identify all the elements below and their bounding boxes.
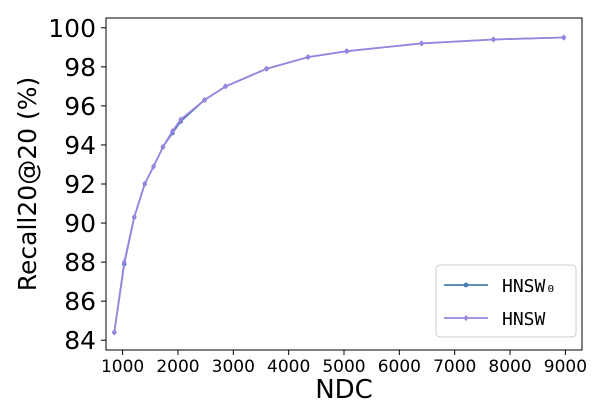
data-point bbox=[160, 143, 166, 151]
x-tick-label: 7000 bbox=[433, 357, 476, 377]
y-tick-label: 100 bbox=[48, 14, 96, 43]
x-tick-label: 2000 bbox=[156, 357, 199, 377]
data-point bbox=[344, 48, 350, 55]
x-tick-label: 1000 bbox=[101, 357, 144, 377]
data-point bbox=[305, 53, 311, 61]
data-point bbox=[561, 34, 567, 41]
y-axis-title: Recall20@20 (%) bbox=[13, 77, 42, 291]
y-tick-label: 84 bbox=[64, 326, 96, 355]
data-point bbox=[111, 329, 117, 336]
data-point bbox=[223, 83, 228, 90]
data-point bbox=[491, 36, 496, 43]
y-tick-label: 86 bbox=[64, 287, 96, 316]
legend-entry: HNSW bbox=[444, 309, 546, 330]
x-tick-label: 4000 bbox=[267, 357, 310, 377]
x-axis-title: NDC bbox=[315, 375, 373, 405]
legend-marker bbox=[463, 314, 469, 322]
y-tick-label: 94 bbox=[64, 131, 96, 160]
y-tick-label: 90 bbox=[64, 209, 96, 238]
y-axis: 84 86 88 90 92 94 96 98 100 bbox=[48, 14, 106, 355]
series-line bbox=[113, 36, 564, 333]
y-tick-label: 96 bbox=[64, 92, 96, 121]
legend-label: HNSW₀ bbox=[502, 276, 556, 297]
data-point bbox=[142, 180, 148, 188]
x-tick-label: 9000 bbox=[544, 357, 587, 377]
x-tick-label: 3000 bbox=[212, 357, 255, 377]
x-tick-label: 5000 bbox=[322, 357, 365, 377]
data-point bbox=[151, 163, 156, 170]
data-point bbox=[131, 214, 137, 221]
y-tick-label: 92 bbox=[64, 170, 96, 199]
legend-box bbox=[435, 264, 577, 338]
x-tick-label: 8000 bbox=[488, 357, 531, 377]
legend-label: HNSW bbox=[502, 309, 546, 330]
x-tick-label: 6000 bbox=[378, 357, 421, 377]
data-point bbox=[202, 96, 207, 104]
legend-marker bbox=[463, 282, 469, 288]
x-axis: 1000 2000 3000 4000 5000 6000 7000 8000 9000 bbox=[101, 350, 587, 377]
y-tick-label: 98 bbox=[64, 53, 96, 82]
data-point bbox=[121, 258, 127, 266]
data-point bbox=[170, 128, 175, 135]
series-hnsw bbox=[111, 34, 567, 336]
legend: HNSW₀ HNSW bbox=[435, 264, 577, 338]
data-point bbox=[178, 116, 184, 123]
series-layer bbox=[111, 34, 567, 336]
data-point bbox=[419, 40, 424, 47]
legend-entry: HNSW₀ bbox=[444, 276, 556, 297]
y-tick-label: 88 bbox=[64, 248, 96, 277]
data-point bbox=[264, 65, 269, 72]
